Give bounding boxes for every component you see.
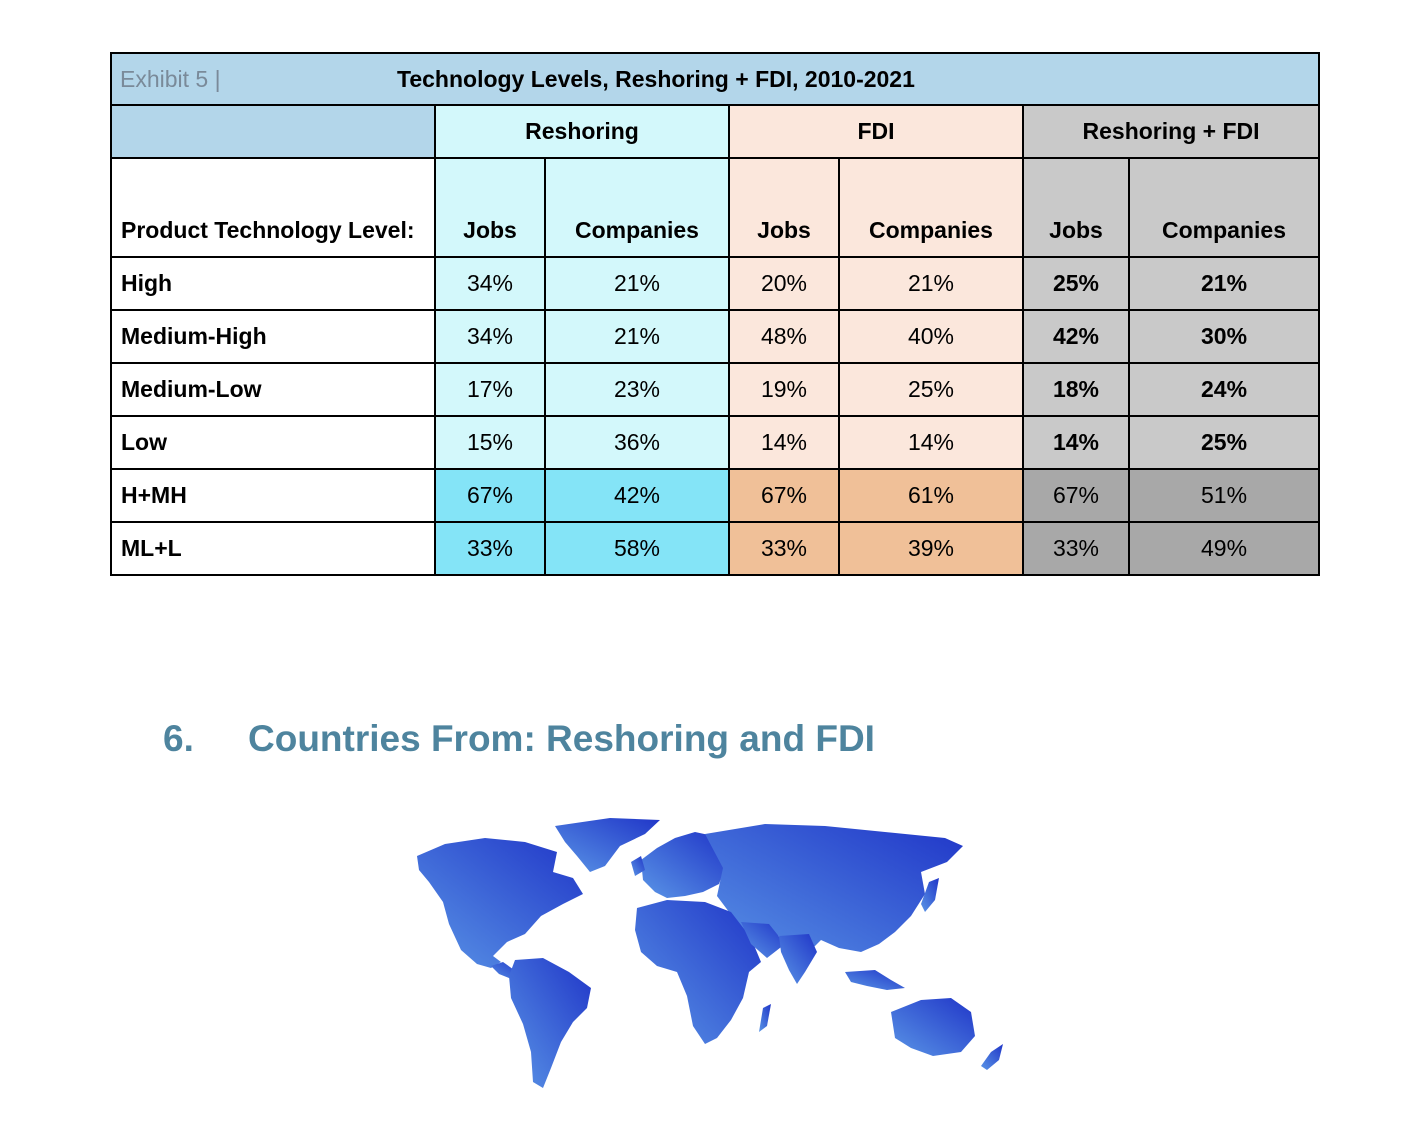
table-cell: 25% [1127, 415, 1321, 470]
world-map-icon [417, 818, 1003, 1088]
table-cell: 42% [544, 468, 730, 523]
table-cell: 30% [1127, 309, 1321, 364]
table-cell: 14% [838, 415, 1024, 470]
row-header-label: Product Technology Level: [110, 157, 436, 258]
table-cell: 33% [434, 521, 546, 576]
table-cell: 33% [728, 521, 840, 576]
table-cell: 58% [544, 521, 730, 576]
group-header-blank [110, 104, 436, 159]
row-label: ML+L [110, 521, 436, 576]
exhibit-label: Exhibit 5 | [120, 66, 221, 92]
group-header-total: Reshoring + FDI [1021, 104, 1321, 159]
table-row: High 34% 21% 20% 21% 25% 21% [110, 256, 1321, 311]
table-cell: 14% [728, 415, 840, 470]
table-row: H+MH 67% 42% 67% 61% 67% 51% [110, 468, 1321, 523]
table-cell: 34% [434, 309, 546, 364]
table-cell: 51% [1127, 468, 1321, 523]
table-cell: 15% [434, 415, 546, 470]
table-row: Medium-High 34% 21% 48% 40% 42% 30% [110, 309, 1321, 364]
row-label: Medium-Low [110, 362, 436, 417]
table-cell: 17% [434, 362, 546, 417]
table-cell: 25% [1022, 256, 1130, 311]
table-cell: 36% [544, 415, 730, 470]
exhibit-title: Technology Levels, Reshoring + FDI, 2010… [397, 66, 915, 92]
table-cell: 39% [838, 521, 1024, 576]
table-cell: 21% [838, 256, 1024, 311]
section-heading: 6. Countries From: Reshoring and FDI [163, 718, 875, 760]
table-row: Medium-Low 17% 23% 19% 25% 18% 24% [110, 362, 1321, 417]
exhibit-title-bar: Exhibit 5 | Technology Levels, Reshoring… [109, 52, 1321, 106]
group-header-fdi: FDI [728, 104, 1024, 159]
row-label: Low [110, 415, 436, 470]
table-cell: 21% [544, 256, 730, 311]
table-cell: 18% [1022, 362, 1130, 417]
table-row: Low 15% 36% 14% 14% 14% 25% [110, 415, 1321, 470]
row-label: Medium-High [110, 309, 436, 364]
table-cell: 67% [728, 468, 840, 523]
subheader-cell: Jobs [1022, 157, 1130, 258]
subheader-cell: Companies [838, 157, 1024, 258]
table-cell: 24% [1127, 362, 1321, 417]
group-header-reshoring: Reshoring [434, 104, 730, 159]
table-cell: 14% [1022, 415, 1130, 470]
subheader-cell: Jobs [728, 157, 840, 258]
exhibit-table: Exhibit 5 | Technology Levels, Reshoring… [109, 52, 1321, 576]
row-label: High [110, 256, 436, 311]
table-cell: 19% [728, 362, 840, 417]
row-label: H+MH [110, 468, 436, 523]
section-title: Countries From: Reshoring and FDI [248, 718, 875, 759]
table-cell: 33% [1022, 521, 1130, 576]
table-cell: 40% [838, 309, 1024, 364]
table-row: ML+L 33% 58% 33% 39% 33% 49% [110, 521, 1321, 576]
table-cell: 21% [544, 309, 730, 364]
table-cell: 48% [728, 309, 840, 364]
table-cell: 67% [1022, 468, 1130, 523]
table-cell: 23% [544, 362, 730, 417]
subheader-cell: Jobs [434, 157, 546, 258]
table-cell: 42% [1022, 309, 1130, 364]
table-cell: 21% [1127, 256, 1321, 311]
table-cell: 20% [728, 256, 840, 311]
table-cell: 34% [434, 256, 546, 311]
section-number: 6. [163, 718, 194, 759]
subheader-cell: Companies [544, 157, 730, 258]
table-cell: 25% [838, 362, 1024, 417]
table-cell: 49% [1127, 521, 1321, 576]
table-cell: 61% [838, 468, 1024, 523]
table-cell: 67% [434, 468, 546, 523]
subheader-cell: Companies [1127, 157, 1321, 258]
